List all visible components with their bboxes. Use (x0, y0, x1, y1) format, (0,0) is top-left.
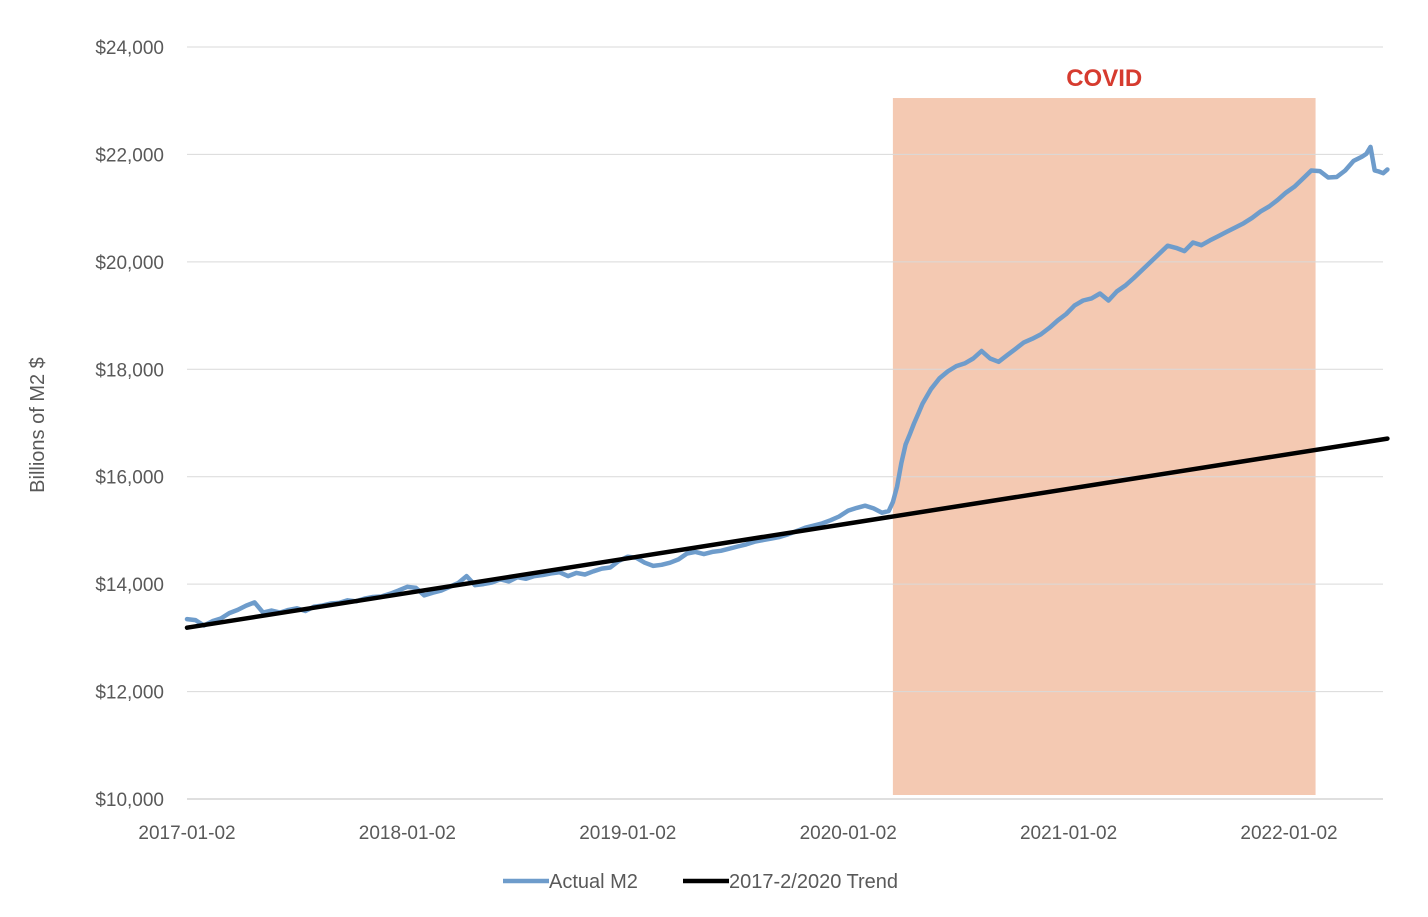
x-tick-label: 2018-01-02 (359, 823, 456, 844)
y-tick-label: $16,000 (95, 468, 164, 489)
x-tick-label: 2021-01-02 (1020, 823, 1117, 844)
series-line-trend (184, 436, 1390, 630)
legend-label-trend: 2017-2/2020 Trend (729, 871, 898, 893)
x-tick-label: 2017-01-02 (138, 823, 235, 844)
covid-annotation-label: COVID (1066, 65, 1142, 92)
series-line-actual-m2 (184, 144, 1390, 628)
y-tick-label: $14,000 (95, 575, 164, 596)
x-tick-label: 2020-01-02 (800, 823, 897, 844)
covid-band-layer (892, 98, 1316, 796)
covid-shaded-band (892, 98, 1316, 796)
x-tick-label: 2022-01-02 (1240, 823, 1337, 844)
y-tick-labels: $10,000 $12,000 $14,000 $16,000 $18,000 $20,0… (95, 38, 164, 811)
y-axis-title: Billions of M2 $ (27, 357, 49, 493)
y-tick-label: $10,000 (95, 790, 164, 811)
y-tick-label: $22,000 (95, 145, 164, 166)
horizontal-gridlines (187, 46, 1383, 800)
legend-label-actual-m2: Actual M2 (549, 871, 638, 893)
y-tick-label: $12,000 (95, 683, 164, 704)
y-tick-label: $18,000 (95, 360, 164, 381)
legend: Actual M2 2017-2/2020 Trend (503, 871, 898, 893)
x-tick-label: 2019-01-02 (579, 823, 676, 844)
series-layer (184, 144, 1390, 630)
x-tick-labels: 2017-01-02 2018-01-02 2019-01-02 2020-01-02… (138, 823, 1337, 844)
y-tick-label: $20,000 (95, 253, 164, 274)
y-tick-label: $24,000 (95, 38, 164, 59)
